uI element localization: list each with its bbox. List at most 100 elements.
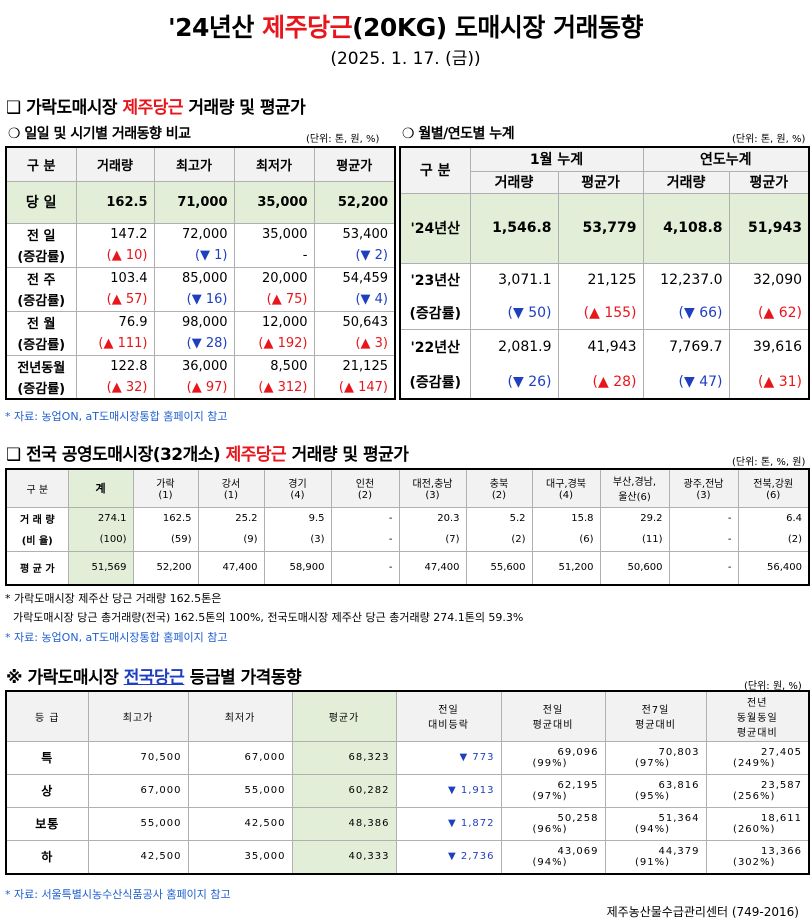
grade-diff: ▼ 773 bbox=[395, 740, 502, 775]
y22-value: 39,616 bbox=[728, 328, 810, 365]
report-date: (2025. 1. 17. (금)) bbox=[330, 49, 481, 69]
d1-percent: (96%) bbox=[532, 823, 568, 835]
volume-value: 9.5 bbox=[263, 506, 332, 529]
header-line: 동월동일 bbox=[736, 712, 778, 724]
cell-value: 8,500 bbox=[233, 354, 315, 377]
section1-title-suffix: 거래량 및 평균가 bbox=[183, 98, 306, 118]
y23-sublabel: (증감률) bbox=[399, 297, 471, 330]
market-count: (2) bbox=[491, 490, 507, 502]
row-sublabel: (증감률) bbox=[5, 289, 77, 312]
cell-change: (▲ 32) bbox=[75, 377, 155, 400]
cumulative-subtitle: ❍ 월별/연도별 누계 bbox=[402, 126, 515, 142]
cum-header-col: 평균가 bbox=[728, 170, 810, 194]
cell-value: 76.9 bbox=[75, 310, 155, 333]
header-line: 평균대비 bbox=[736, 727, 778, 739]
grade-header: 등 급 bbox=[5, 690, 89, 742]
ratio-value: (2) bbox=[737, 529, 810, 552]
y22-change: (▼ 26) bbox=[469, 365, 559, 400]
grade-diff: ▼ 1,872 bbox=[395, 806, 502, 841]
y22-change: (▼ 47) bbox=[642, 365, 730, 400]
volume-value: 5.2 bbox=[465, 506, 533, 529]
cell-value: 54,459 bbox=[313, 266, 396, 289]
header-line: 전년 bbox=[747, 697, 768, 709]
market-name: 광주,전남 bbox=[683, 479, 724, 491]
market-count: (3) bbox=[696, 490, 711, 502]
grade-avg: 40,333 bbox=[291, 839, 397, 875]
cum-header-label: 구 분 bbox=[399, 146, 471, 194]
daily-table: 구 분 거래량 최고가 최저가 평균가 당 일 162.5 71,000 35,… bbox=[5, 146, 396, 400]
cell-value: 72,000 bbox=[153, 222, 235, 245]
d7-percent: (94%) bbox=[634, 823, 671, 835]
market-count: (2) bbox=[357, 490, 373, 502]
section1-title-prefix: 가락도매시장 bbox=[20, 98, 123, 118]
grade-min: 55,000 bbox=[187, 773, 293, 808]
cell-value: 103.4 bbox=[75, 266, 155, 289]
y22-value: 41,943 bbox=[557, 328, 644, 365]
cell-change: (▲ 192) bbox=[233, 333, 315, 356]
grade-label: 상 bbox=[5, 773, 89, 808]
grade-d1: 43,069 (94%) bbox=[500, 839, 606, 875]
market-name: 전북,강원 bbox=[753, 479, 794, 491]
grade-d1: 50,258 (96%) bbox=[500, 806, 606, 841]
section2-title-suffix: 거래량 및 평균가 bbox=[286, 445, 409, 465]
section2-note2: 가락도매시장 당근 총거래량(전국) 162.5톤의 100%, 전국도매시장 … bbox=[13, 611, 524, 624]
grade-header-min: 최저가 bbox=[187, 690, 293, 742]
cell-value: 98,000 bbox=[153, 310, 235, 333]
national-header-total: 계 bbox=[67, 468, 134, 508]
d7-percent: (91%) bbox=[634, 856, 671, 868]
title-suffix: (20KG) 도매시장 거래동향 bbox=[352, 13, 644, 42]
grade-avg: 68,323 bbox=[291, 740, 397, 775]
grade-d7: 44,379 (91%) bbox=[604, 839, 707, 875]
y23-change: (▲ 155) bbox=[557, 297, 644, 330]
grade-label: 하 bbox=[5, 839, 89, 875]
volume-value: 15.8 bbox=[531, 506, 601, 529]
grade-min: 42,500 bbox=[187, 806, 293, 841]
y23-value: 32,090 bbox=[728, 262, 810, 297]
header-line: 평균대비 bbox=[532, 720, 574, 732]
volume-value: - bbox=[330, 506, 400, 529]
cell-change: (▲ 111) bbox=[75, 333, 155, 356]
grade-min: 67,000 bbox=[187, 740, 293, 775]
grade-d7: 51,364 (94%) bbox=[604, 806, 707, 841]
grade-d7: 63,816 (95%) bbox=[604, 773, 707, 808]
section2-note1: * 가락도매시장 제주산 당근 거래량 162.5톤은 bbox=[5, 592, 222, 605]
price-value: 51,569 bbox=[67, 550, 134, 586]
ratio-value: (2) bbox=[465, 529, 533, 552]
cell-value: 85,000 bbox=[153, 266, 235, 289]
daily-header-max: 최고가 bbox=[153, 146, 235, 182]
cell-change: (▲ 97) bbox=[153, 377, 235, 400]
daily-header-min: 최저가 bbox=[233, 146, 315, 182]
cell-change: (▼ 1) bbox=[153, 245, 235, 268]
dy-percent: (256%) bbox=[733, 790, 776, 802]
section2-title-prefix: 전국 공영도매시장(32개소) bbox=[20, 445, 226, 465]
y22-label: '22년산 bbox=[399, 328, 471, 365]
national-header-label: 구 분 bbox=[5, 468, 69, 508]
national-header-market: 대구,경북 (4) bbox=[531, 468, 601, 508]
d1-value: 69,096 bbox=[557, 746, 599, 758]
d1-percent: (97%) bbox=[532, 790, 568, 802]
daily-subtitle: ❍ 일일 및 시기별 거래동향 비교 bbox=[8, 126, 191, 142]
page-title: '24년산 제주당근(20KG) 도매시장 거래동향 bbox=[0, 8, 811, 44]
cell-change: (▲ 10) bbox=[75, 245, 155, 268]
cell-change: (▲ 3) bbox=[313, 333, 396, 356]
ratio-value: - bbox=[330, 529, 400, 552]
market-name: 강서 bbox=[221, 479, 241, 491]
today-max: 71,000 bbox=[153, 180, 235, 224]
row-label: 전년동월 bbox=[5, 354, 77, 377]
market-count: (4) bbox=[558, 490, 574, 502]
volume-value: 29.2 bbox=[599, 506, 670, 529]
market-name: 인천 bbox=[355, 479, 375, 491]
market-name: 경기 bbox=[288, 479, 307, 491]
cell-value: 147.2 bbox=[75, 222, 155, 245]
today-avg: 52,200 bbox=[313, 180, 396, 224]
section2-bullet: ❑ bbox=[6, 445, 21, 465]
y22-sublabel: (증감률) bbox=[399, 365, 471, 400]
grade-header-max: 최고가 bbox=[87, 690, 189, 742]
grade-header-avg: 평균가 bbox=[291, 690, 397, 742]
header-line: 평균대비 bbox=[635, 720, 676, 732]
today-min: 35,000 bbox=[233, 180, 315, 224]
row-label: 전 일 bbox=[5, 222, 77, 245]
section3-title: ※ 가락도매시장 전국당근 등급별 가격동향 bbox=[6, 663, 302, 688]
volume-value: 25.2 bbox=[197, 506, 265, 529]
title-highlight: 제주당근 bbox=[262, 13, 353, 42]
